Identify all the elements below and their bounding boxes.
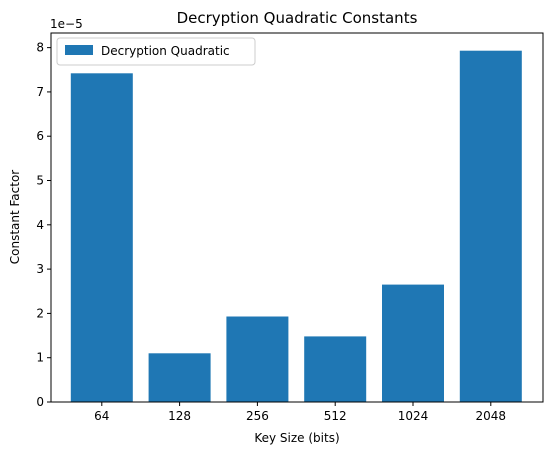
bar-2048	[459, 50, 522, 402]
plot-frame	[50, 32, 544, 403]
x-tick-label: 64	[94, 409, 109, 423]
legend-box	[56, 37, 256, 66]
x-tick-label: 2048	[476, 409, 507, 423]
y-tick-label: 7	[36, 85, 44, 99]
x-tick-label: 128	[168, 409, 191, 423]
bar-group	[70, 50, 522, 403]
y-axis-offset-text: 1e−5	[50, 17, 83, 31]
legend: Decryption Quadratic	[56, 37, 256, 66]
y-tick-label: 1	[36, 351, 44, 365]
y-axis-ticks: 0 1 2 3 4 5 6 7 8	[36, 41, 51, 409]
bar-1024	[382, 284, 444, 402]
bar-64	[70, 73, 133, 403]
y-axis-label: Constant Factor	[8, 170, 22, 265]
x-axis-ticks: 64 128 256 512 1024 2048	[94, 402, 506, 423]
y-tick-label: 0	[36, 395, 44, 409]
x-tick-label: 512	[324, 409, 347, 423]
bar-512	[304, 336, 367, 402]
x-axis-label: Key Size (bits)	[254, 431, 339, 445]
legend-swatch	[65, 45, 93, 55]
bar-128	[148, 353, 211, 402]
y-tick-label: 3	[36, 262, 44, 276]
legend-label: Decryption Quadratic	[101, 44, 230, 58]
x-tick-label: 1024	[398, 409, 429, 423]
y-tick-label: 2	[36, 306, 44, 320]
y-tick-label: 6	[36, 129, 44, 143]
y-tick-label: 8	[36, 41, 44, 55]
y-tick-label: 5	[36, 174, 44, 188]
chart-title: Decryption Quadratic Constants	[177, 9, 418, 27]
y-tick-label: 4	[36, 218, 44, 232]
bar-256	[226, 316, 289, 402]
x-tick-label: 256	[246, 409, 269, 423]
